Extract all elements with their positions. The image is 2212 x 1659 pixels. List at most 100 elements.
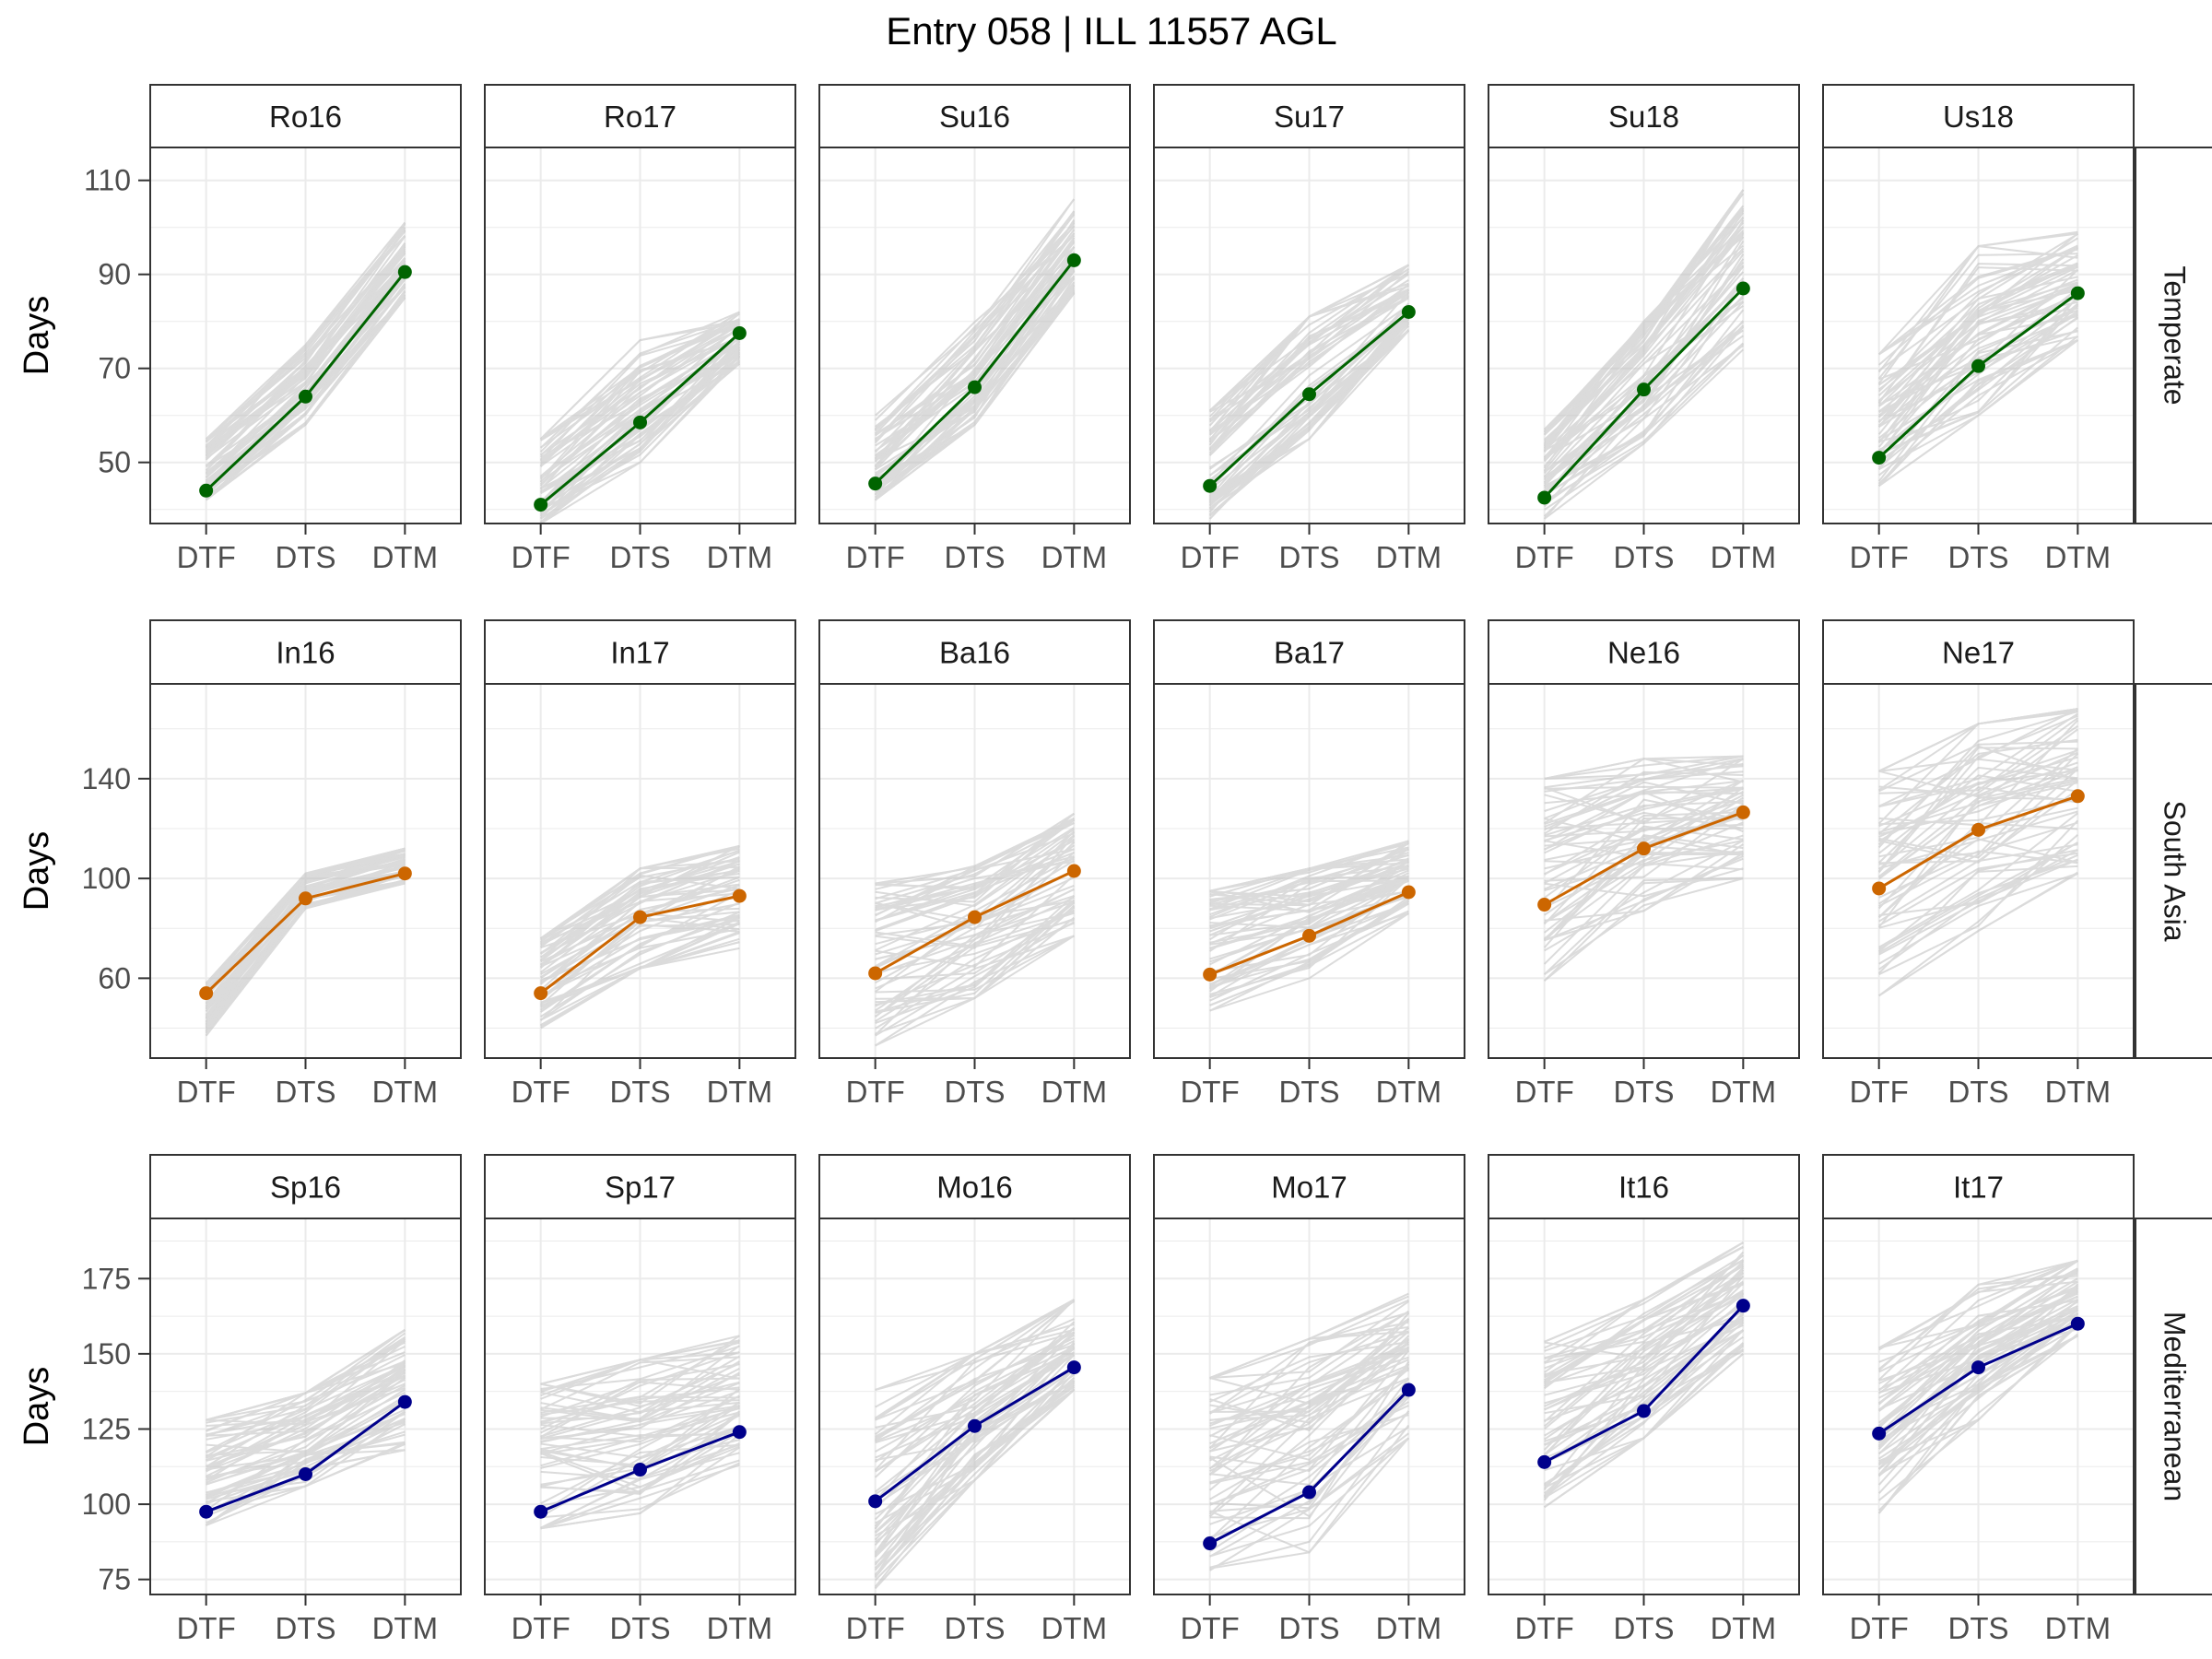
entry-line — [1878, 841, 2078, 954]
y-tick-label: 150 — [82, 1337, 131, 1371]
entry-line — [1544, 1295, 1744, 1430]
entry-line — [1544, 1254, 1744, 1352]
entry-line — [875, 225, 1076, 428]
row-strip-label: Mediterranean — [2159, 1312, 2192, 1501]
panel-strip — [1153, 1154, 1465, 1219]
entry-line — [1878, 268, 2078, 402]
entry-line — [1544, 825, 1744, 899]
entry-line — [206, 1351, 406, 1432]
data-point-dts — [299, 891, 312, 906]
entry-line — [1878, 316, 2078, 463]
entry-line — [874, 1331, 1075, 1471]
panel-su17: Su17 DTF DTS DTM — [1153, 84, 1465, 574]
entry-line — [875, 841, 1076, 975]
x-tick-label: DTS — [1948, 1611, 2009, 1645]
panel-strip-label: Ba17 — [1274, 636, 1345, 670]
entry-line — [1878, 1299, 2078, 1466]
y-tick-label: 175 — [82, 1262, 131, 1295]
entry-line — [875, 817, 1075, 890]
entry-line — [1209, 1396, 1410, 1558]
entry-line — [875, 1299, 1075, 1442]
entry-line — [875, 1327, 1075, 1473]
x-tick-label: DTS — [1279, 540, 1340, 574]
panel-strip-label: Su16 — [939, 100, 1010, 134]
entry-line — [1543, 304, 1744, 498]
data-point-dtm — [1401, 885, 1416, 900]
entry-line — [1544, 855, 1744, 942]
data-point-dtf — [1872, 451, 1887, 465]
entry-line — [205, 856, 406, 1019]
data-point-dts — [633, 910, 647, 924]
data-point-dts — [299, 1466, 312, 1481]
entry-line — [1209, 284, 1409, 423]
entry-line — [874, 1381, 1075, 1554]
entry-line — [1544, 791, 1744, 861]
entry-line — [206, 1379, 406, 1437]
entry-line — [540, 1462, 740, 1519]
panel-su16: Su16 DTF DTS DTM — [818, 84, 1131, 574]
y-tick-label: 110 — [84, 164, 131, 197]
entry-line — [874, 222, 1076, 431]
data-point-dts — [633, 1463, 647, 1477]
entry-line — [875, 899, 1075, 1024]
entry-line — [1209, 876, 1409, 916]
entry-line — [1209, 1387, 1410, 1512]
x-tick-label: DTF — [1515, 540, 1574, 574]
x-tick-label: DTS — [1279, 1075, 1340, 1109]
entry-line — [540, 876, 740, 945]
entry-line — [540, 924, 740, 998]
entry-line — [539, 322, 740, 440]
y-axis-title: Days — [18, 296, 56, 376]
entry-line — [1878, 283, 2078, 413]
facet-row-south-asia: Days 60 100 140 South Asia In16 DTF DTS DTM In17 D… — [18, 619, 2212, 1109]
panel-strip — [484, 1154, 796, 1219]
entry-line — [1209, 857, 1409, 920]
entry-line — [875, 1388, 1075, 1564]
entry-line — [1878, 339, 2078, 488]
panel-strip — [1488, 1154, 1800, 1219]
entry-line — [1544, 786, 1744, 859]
data-point-dtm — [1066, 253, 1081, 267]
entry-line — [1878, 738, 2078, 835]
entry-line — [1543, 817, 1744, 925]
entry-line — [1878, 761, 2078, 798]
entry-line — [1544, 800, 1744, 837]
entry-line — [1544, 1280, 1744, 1386]
entry-line — [1878, 1259, 2078, 1371]
entry-line — [206, 250, 406, 453]
x-tick-label: DTM — [707, 1611, 772, 1645]
entry-line — [875, 1299, 1075, 1441]
entry-line — [1878, 1312, 2078, 1460]
entry-line — [1209, 321, 1410, 499]
x-tick-label: DTM — [1376, 1075, 1441, 1109]
entry-line — [875, 830, 1076, 931]
x-tick-label: DTS — [1279, 1611, 1340, 1645]
entry-line — [875, 292, 1076, 501]
entry-line — [1878, 812, 2078, 948]
y-axis-title: Days — [18, 1367, 56, 1447]
entry-line — [1209, 865, 1409, 912]
row-strip-label: Temperate — [2159, 265, 2192, 405]
entry-line — [1878, 858, 2078, 950]
x-tick-label: DTM — [1711, 540, 1776, 574]
entry-line — [1209, 288, 1409, 413]
panel-strip-label: Mo17 — [1271, 1171, 1347, 1205]
background-lines — [1543, 755, 1744, 982]
entry-line — [1209, 865, 1409, 949]
entry-line — [1209, 1391, 1409, 1541]
entry-line — [206, 1374, 406, 1472]
entry-line — [540, 1399, 740, 1416]
panel-mo17: Mo17 DTF DTS DTM — [1153, 1154, 1465, 1645]
panel-strip — [818, 84, 1131, 148]
x-tick-label: DTF — [1850, 1611, 1909, 1645]
entry-line — [540, 1407, 740, 1438]
y-tick-label: 60 — [98, 961, 131, 994]
background-lines — [206, 1328, 406, 1526]
entry-line — [1878, 1305, 2078, 1447]
x-tick-label: DTF — [512, 540, 571, 574]
x-tick-label: DTM — [707, 1075, 772, 1109]
entry-line — [1209, 879, 1409, 912]
panel-strip-label: Ne17 — [1942, 636, 2015, 670]
facet-row-temperate: Days 50 70 90 110 Temperate Ro16 DTF DTS DTM Ro17 D… — [18, 84, 2212, 574]
entry-line — [875, 838, 1075, 908]
